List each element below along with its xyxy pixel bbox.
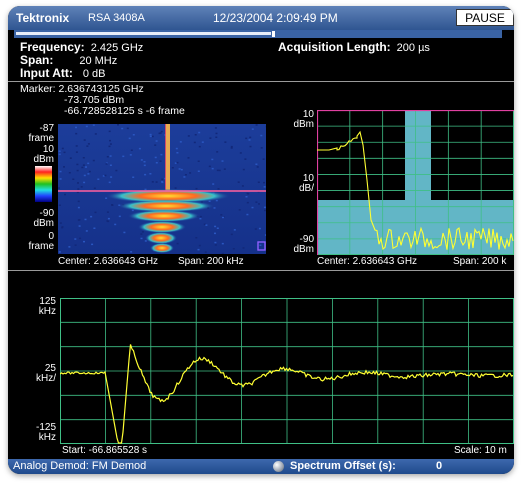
demod-mid-unit: kHz/ xyxy=(36,373,56,384)
demod-mid-value: 25 xyxy=(44,363,56,374)
spectrum-div-value: 10 xyxy=(302,173,314,184)
knob-icon[interactable] xyxy=(273,461,284,472)
spectrum-bottom-unit: dBm xyxy=(293,244,314,255)
marker-frequency: Marker: 2.636743125 GHz xyxy=(20,83,144,95)
spectrogram-center: Center: 2.636643 GHz xyxy=(58,256,159,267)
offset-label: Spectrum Offset (s): xyxy=(290,460,396,472)
spectrogram-unit-top: dBm xyxy=(33,154,54,165)
spectrum-div-unit: dB/ xyxy=(298,183,314,194)
spectrum-trace xyxy=(317,130,514,251)
acq-length-value: 200 µs xyxy=(396,42,430,54)
demod-top-value: 125 xyxy=(39,296,56,307)
divider-middle xyxy=(8,270,514,271)
spectrogram-bottom-frame: 0 xyxy=(48,231,54,242)
analyzer-screen: Tektronix RSA 3408A 12/23/2004 2:09:49 P… xyxy=(8,6,514,474)
bandwidth-region xyxy=(405,110,431,200)
span-label: Span: xyxy=(20,53,54,67)
marker-level: -73.705 dBm xyxy=(64,94,125,106)
spectrogram-frame-unit-top: frame xyxy=(28,133,54,144)
input-att-label: Input Att: xyxy=(20,66,73,80)
spectrogram-scale-top: 10 xyxy=(42,144,54,155)
demod-scale: Scale: 10 m xyxy=(454,445,507,456)
span-setting: Span: 20 MHz xyxy=(20,54,117,68)
title-bar: Tektronix RSA 3408A 12/23/2004 2:09:49 P… xyxy=(8,6,514,30)
spectrum-center: Center: 2.636643 GHz xyxy=(317,256,418,267)
spectrum-plot[interactable] xyxy=(317,110,514,255)
spectrogram-unit-bottom: dBm xyxy=(33,218,54,229)
spectrum-span: Span: 200 k xyxy=(453,256,507,267)
brand-logo: Tektronix xyxy=(16,11,70,25)
divider-top xyxy=(8,81,514,82)
fm-demod-trace xyxy=(60,344,514,444)
spectrogram-frame-unit-bottom: frame xyxy=(28,241,54,252)
demod-top-unit: kHz xyxy=(38,306,56,317)
input-att-value: 0 dB xyxy=(82,68,106,80)
spectrum-ref-unit: dBm xyxy=(293,119,314,130)
demod-mode-label: Analog Demod: FM Demod xyxy=(13,460,147,472)
marker-time: -66.728528125 s -6 frame xyxy=(64,105,185,117)
spectrogram-scale-bottom: -90 xyxy=(39,208,54,219)
acq-length-setting: Acquisition Length: 200 µs xyxy=(278,41,430,55)
frequency-value: 2.425 GHz xyxy=(90,42,144,54)
offset-value[interactable]: 0 xyxy=(436,460,443,472)
spectrogram-span: Span: 200 kHz xyxy=(178,256,244,267)
input-att-setting: Input Att: 0 dB xyxy=(20,67,106,81)
acq-length-label: Acquisition Length: xyxy=(278,40,391,54)
marker-readout: Marker: 2.636743125 GHz -73.705 dBm -66.… xyxy=(20,84,185,117)
model-label: RSA 3408A xyxy=(88,12,145,24)
span-value: 20 MHz xyxy=(79,55,118,67)
spectrum-ref-level: 10 xyxy=(302,109,314,120)
frequency-setting: Frequency: 2.425 GHz xyxy=(20,41,143,55)
datetime-label: 12/23/2004 2:09:49 PM xyxy=(213,11,338,25)
demod-bottom-value: -125 xyxy=(35,422,56,433)
acquisition-bar[interactable] xyxy=(14,30,502,38)
pause-button[interactable]: PAUSE xyxy=(456,9,514,26)
spectrogram-top-frame: -87 xyxy=(39,123,54,134)
spectrogram-plot[interactable] xyxy=(58,124,266,254)
color-scale-bar xyxy=(35,166,52,202)
spectrum-bottom-level: -90 xyxy=(299,234,314,245)
demod-start: Start: -66.865528 s xyxy=(62,445,148,456)
acquisition-marker[interactable] xyxy=(272,31,275,37)
acquisition-fill xyxy=(16,32,271,35)
status-footer: Analog Demod: FM Demod Spectrum Offset (… xyxy=(8,459,514,474)
frequency-label: Frequency: xyxy=(20,40,85,54)
demod-bottom-unit: kHz xyxy=(38,432,56,443)
fm-demod-plot[interactable] xyxy=(60,298,514,444)
